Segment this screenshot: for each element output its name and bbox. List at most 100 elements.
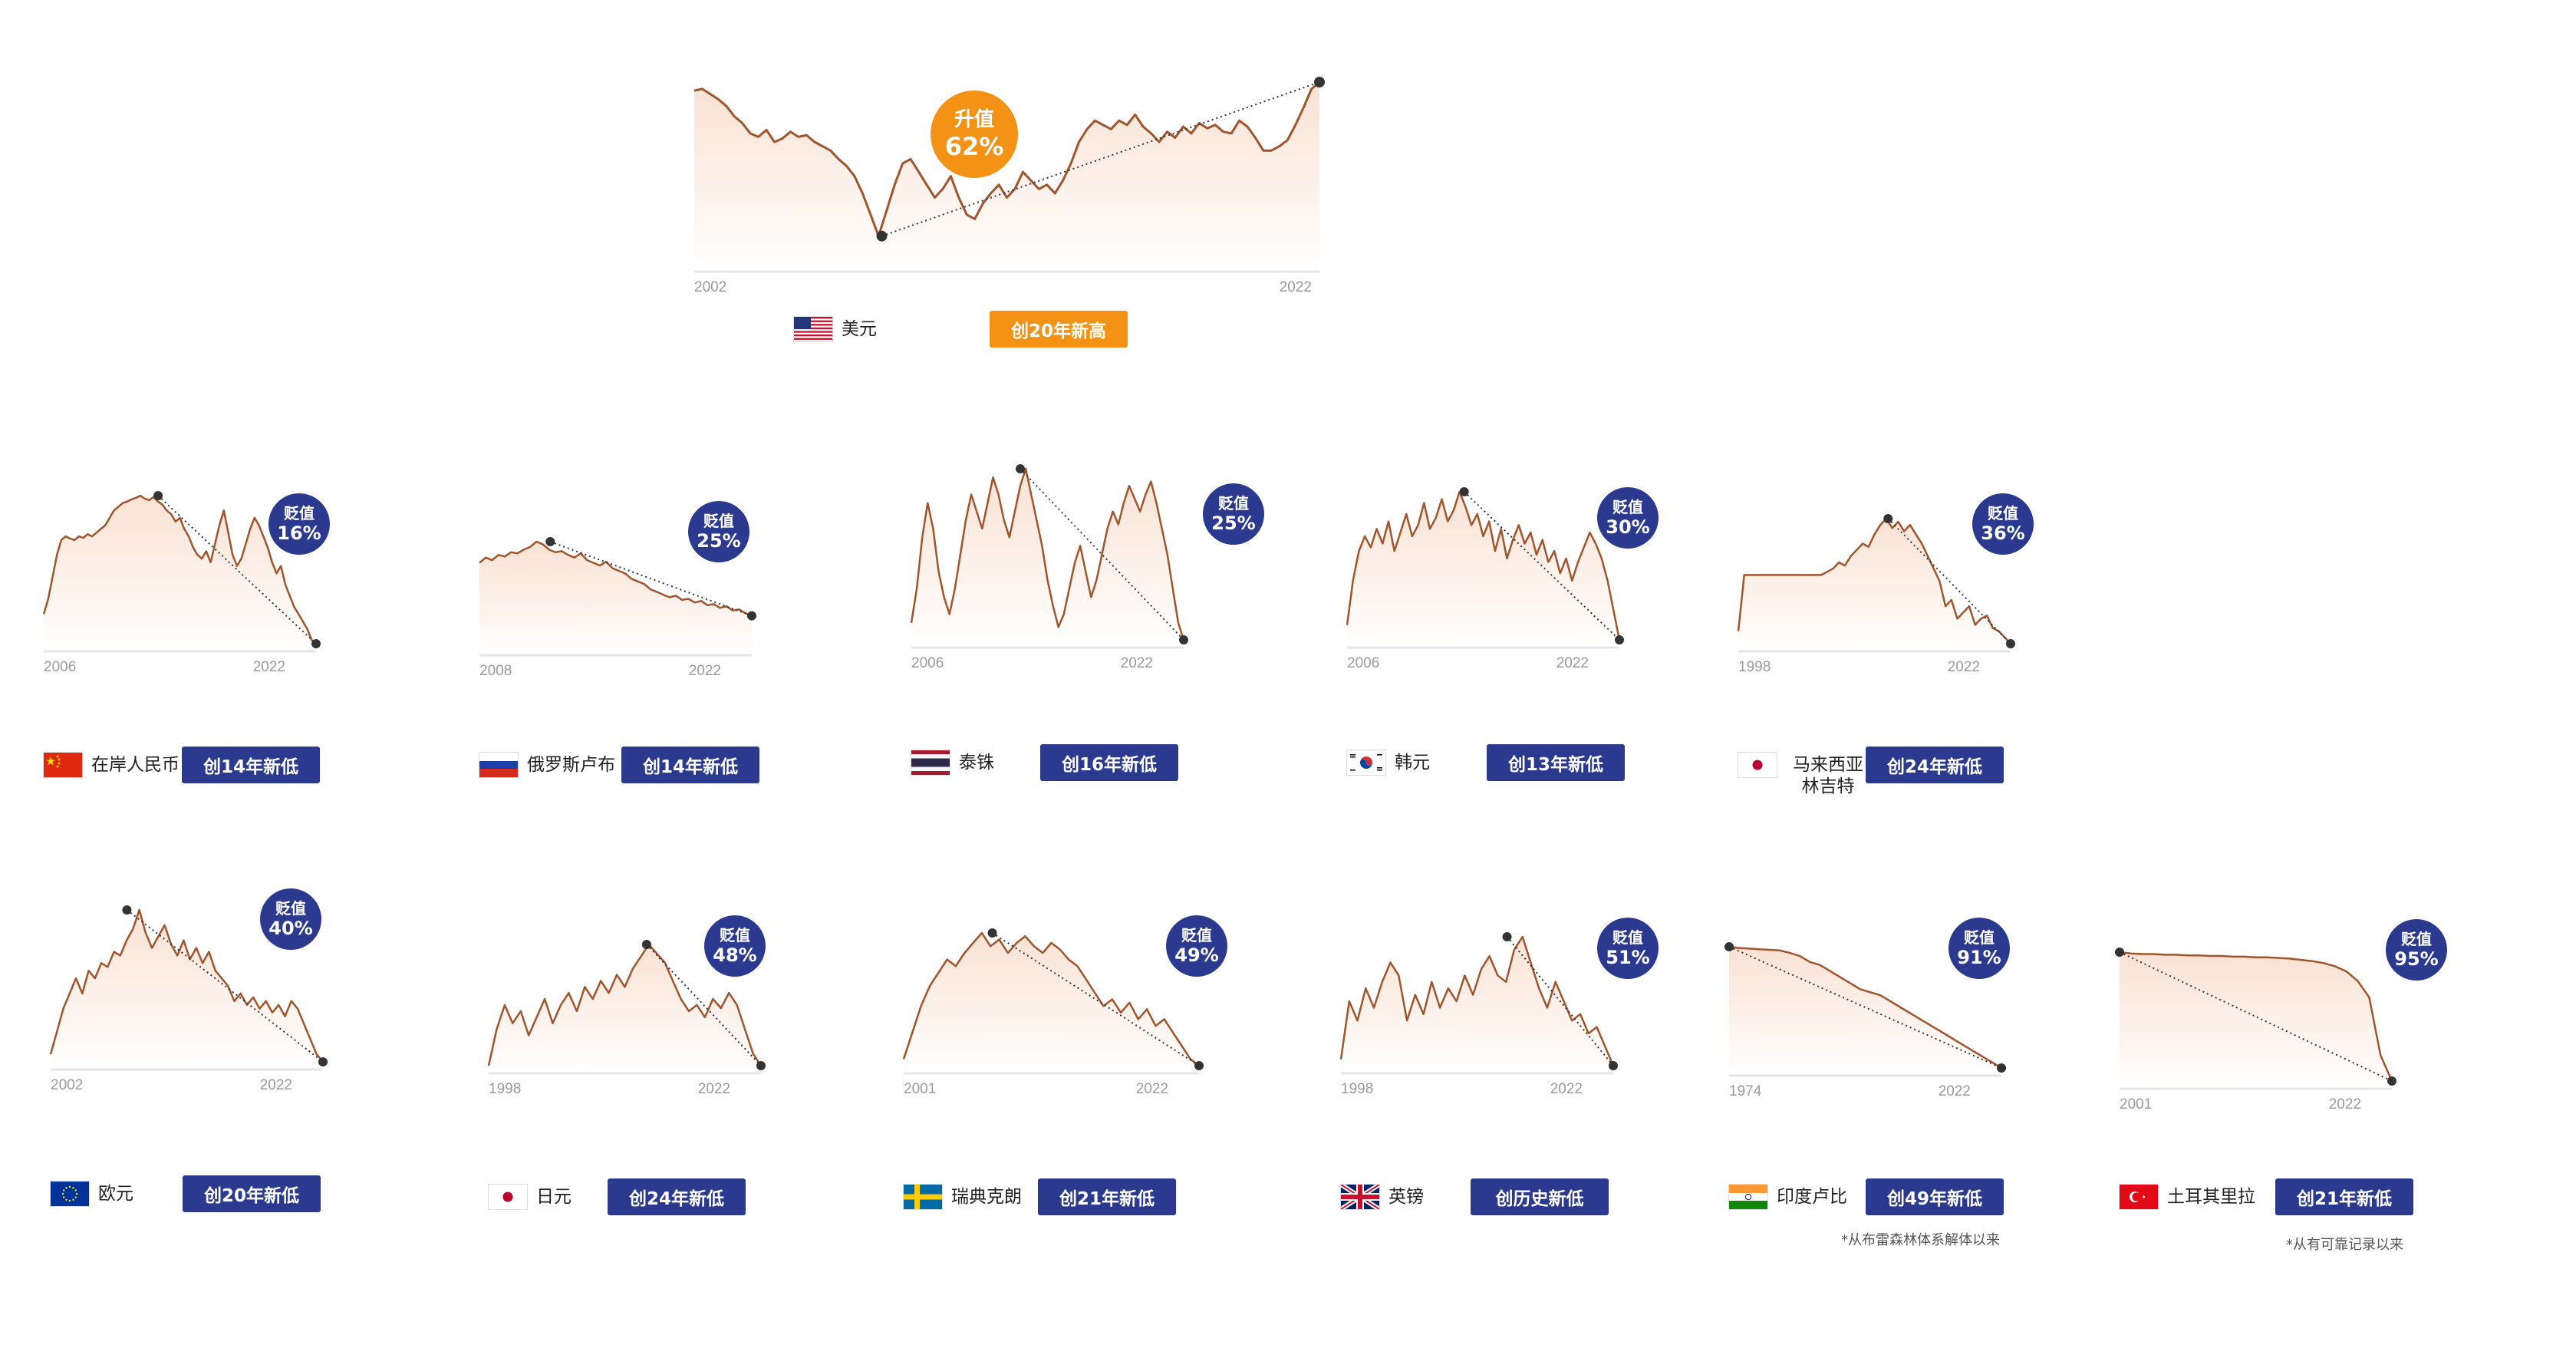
trend-start-point <box>1502 932 1512 941</box>
x-tick-start: 1998 <box>489 1081 522 1097</box>
series-line <box>2119 951 2393 1082</box>
record-tag: 创21年新低 <box>2275 1178 2413 1215</box>
change-badge: 贬值 48% <box>704 915 766 977</box>
series-line <box>1339 935 1615 1066</box>
trend-line <box>157 495 317 644</box>
line-chart-svg <box>1724 942 2006 1077</box>
gb-flag-icon <box>1341 1185 1379 1209</box>
trend-start-point <box>1724 942 1734 951</box>
trend-start-point <box>987 928 997 938</box>
line-chart-svg <box>2115 948 2396 1090</box>
line-chart-svg <box>487 940 766 1075</box>
x-tick-start: 1998 <box>1341 1081 1374 1097</box>
badge-percent: 36% <box>1981 522 2025 544</box>
badge-percent: 16% <box>277 522 321 544</box>
trend-end-point <box>747 611 756 621</box>
currency-name: 英镑 <box>1388 1187 1424 1207</box>
chart-panel-krw: 2006 2022 <box>1346 480 1624 675</box>
series-line <box>49 908 324 1063</box>
badge-label: 升值 <box>954 108 994 131</box>
footnote: *从有可靠记录以来 <box>2286 1237 2403 1253</box>
record-tag: 创20年新高 <box>990 311 1128 348</box>
change-badge: 贬值 36% <box>1972 493 2034 555</box>
chart-panel-eur: 2002 2022 <box>49 898 328 1097</box>
trend-end-point <box>318 1057 328 1066</box>
badge-percent: 30% <box>1606 516 1650 538</box>
change-badge: 贬值 49% <box>1166 915 1227 977</box>
x-tick-end: 2022 <box>1135 1081 1168 1097</box>
badge-percent: 49% <box>1174 944 1219 966</box>
chart-panel-cnh: 2006 2022 <box>42 483 321 679</box>
x-tick-start: 2002 <box>51 1077 84 1093</box>
badge-label: 贬值 <box>2401 930 2432 948</box>
x-tick-start: 2001 <box>2120 1096 2153 1112</box>
series-line <box>693 81 1320 238</box>
area-fill <box>1738 519 2011 651</box>
trend-end-point <box>311 639 321 648</box>
trend-start-point <box>545 537 555 546</box>
change-badge: 贬值 40% <box>260 888 321 950</box>
footnote: *从布雷森林体系解体以来 <box>1841 1232 2000 1248</box>
chart-panel-inr: 1974 2022 <box>1724 934 2006 1103</box>
chart-panel-usd: 2002 2022 <box>693 65 1325 299</box>
record-tag: 创16年新低 <box>1040 744 1178 781</box>
area-fill <box>489 944 761 1073</box>
x-tick-end: 2022 <box>1120 655 1153 671</box>
series-line <box>1737 517 2011 644</box>
x-tick-end: 2022 <box>1556 655 1589 671</box>
badge-label: 贬值 <box>720 926 750 944</box>
record-tag: 创13年新低 <box>1487 744 1625 781</box>
jp-flag-icon <box>1738 753 1777 777</box>
badge-label: 贬值 <box>275 899 306 918</box>
x-tick-end: 2022 <box>697 1081 730 1097</box>
cn-flag-icon <box>44 753 82 777</box>
trend-line <box>646 944 762 1066</box>
record-tag: 创14年新低 <box>182 747 320 783</box>
currency-name: 欧元 <box>98 1184 133 1204</box>
currency-name: 泰铢 <box>959 753 994 773</box>
line-chart-svg <box>1346 487 1624 649</box>
us-flag-icon <box>794 317 832 341</box>
x-tick-start: 1974 <box>1729 1083 1762 1099</box>
trend-line <box>1887 518 2011 644</box>
record-tag: 创历史新低 <box>1471 1178 1609 1215</box>
series-line <box>479 540 753 617</box>
area-fill <box>1729 947 2001 1076</box>
badge-label: 贬值 <box>703 512 734 530</box>
badge-label: 贬值 <box>1964 928 1995 947</box>
currency-name: 俄罗斯卢布 <box>527 755 615 775</box>
area-fill <box>2120 952 2392 1089</box>
badge-label: 贬值 <box>1612 928 1643 947</box>
trend-end-point <box>1179 635 1188 644</box>
badge-percent: 51% <box>1606 947 1650 968</box>
x-tick-end: 2022 <box>688 663 721 679</box>
series-line <box>42 494 317 644</box>
series-line <box>1728 945 2002 1070</box>
ru-flag-icon <box>479 753 518 777</box>
x-tick-end: 2022 <box>1279 279 1312 295</box>
line-chart-svg <box>49 905 328 1071</box>
area-fill <box>44 496 316 651</box>
x-tick-end: 2022 <box>2328 1096 2361 1112</box>
x-tick-end: 2022 <box>259 1077 292 1093</box>
x-tick-end: 2022 <box>1938 1083 1971 1099</box>
trend-end-point <box>2006 639 2015 648</box>
badge-label: 贬值 <box>1181 926 1212 944</box>
x-tick-start: 2001 <box>904 1081 937 1097</box>
change-badge: 升值 62% <box>931 91 1018 178</box>
record-tag: 创24年新低 <box>608 1178 746 1215</box>
change-badge: 贬值 30% <box>1597 487 1659 549</box>
area-fill <box>1347 492 1619 648</box>
change-badge: 贬值 25% <box>688 501 749 562</box>
area-fill <box>1341 937 1613 1073</box>
x-tick-end: 2022 <box>252 659 285 675</box>
currency-name: 瑞典克朗 <box>951 1187 1022 1207</box>
trend-end-point <box>1609 1061 1618 1070</box>
jp-flag-icon <box>489 1185 527 1209</box>
currency-name: 韩元 <box>1395 753 1430 773</box>
trend-line <box>1463 491 1620 641</box>
x-tick-start: 2006 <box>1347 655 1380 671</box>
badge-percent: 48% <box>713 944 757 966</box>
change-badge: 贬值 51% <box>1597 918 1659 979</box>
trend-end-point <box>1314 77 1325 87</box>
